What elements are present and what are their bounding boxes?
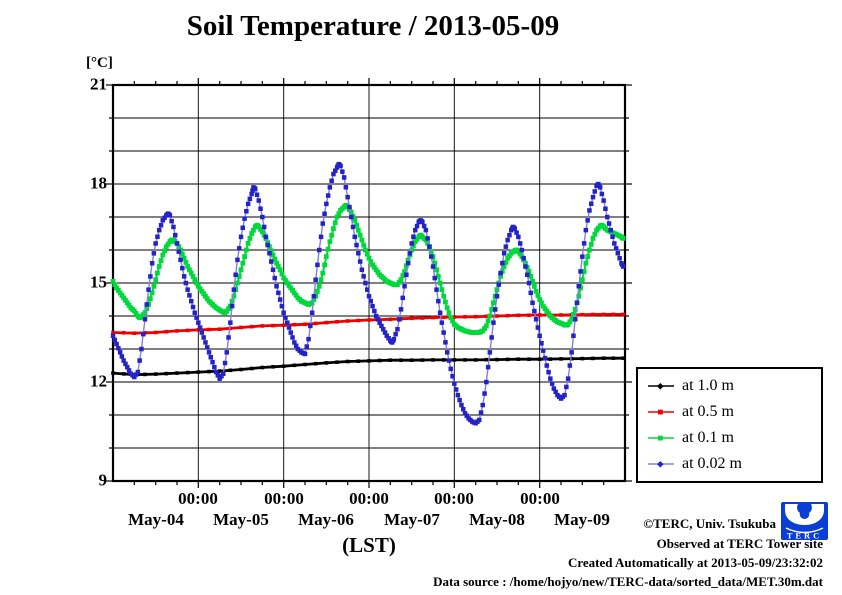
legend-item-1p0m: at 1.0 m bbox=[647, 377, 821, 395]
x-day-may04: May-04 bbox=[128, 510, 184, 529]
y-tick-18: 18 bbox=[90, 173, 107, 193]
chart-title: Soil Temperature / 2013-05-09 bbox=[186, 10, 560, 42]
x-tick-0000-1: 00:00 bbox=[178, 489, 218, 508]
x-day-may07: May-07 bbox=[384, 510, 440, 529]
terc-logo: TERC bbox=[781, 502, 828, 540]
created-line: Created Automatically at 2013-05-09/23:3… bbox=[567, 555, 823, 570]
x-day-may08: May-08 bbox=[469, 510, 525, 529]
x-tick-0000-2: 00:00 bbox=[264, 489, 304, 508]
legend-item-0p02m: at 0.02 m bbox=[647, 455, 821, 473]
y-tick-9: 9 bbox=[98, 470, 108, 490]
x-day-may06: May-06 bbox=[298, 510, 354, 529]
observed-line: Observed at TERC Tower site bbox=[656, 536, 823, 551]
y-axis-unit-label: [°C] bbox=[86, 55, 113, 71]
legend-label-0p5m: at 0.5 m bbox=[682, 403, 734, 420]
x-axis-label: (LST) bbox=[342, 533, 396, 557]
x-tick-0000-4: 00:00 bbox=[434, 489, 474, 508]
y-tick-12: 12 bbox=[90, 371, 107, 391]
credit-line: ©TERC, Univ. Tsukuba bbox=[643, 516, 776, 531]
legend-marker-0p1m-icon bbox=[648, 435, 674, 441]
y-tick-21: 21 bbox=[90, 74, 107, 94]
legend-label-0p02m: at 0.02 m bbox=[682, 455, 742, 472]
legend-marker-0p5m-icon bbox=[648, 409, 674, 415]
legend-label-1p0m: at 1.0 m bbox=[682, 377, 734, 394]
terc-logo-text: TERC bbox=[787, 531, 823, 541]
legend-label-0p1m: at 0.1 m bbox=[682, 429, 734, 446]
legend-item-0p1m: at 0.1 m bbox=[647, 429, 821, 447]
legend-box: at 1.0 m at 0.5 m at 0.1 m at 0.02 m bbox=[636, 367, 823, 483]
y-tick-15: 15 bbox=[90, 272, 107, 292]
data-source-line: Data source : /home/hojyo/new/TERC-data/… bbox=[433, 574, 823, 589]
x-tick-0000-3: 00:00 bbox=[349, 489, 389, 508]
x-tick-0000-5: 00:00 bbox=[520, 489, 560, 508]
legend-marker-1p0m-icon bbox=[648, 383, 674, 390]
x-day-may05: May-05 bbox=[213, 510, 269, 529]
legend-marker-0p02m-icon bbox=[648, 461, 674, 468]
legend-item-0p5m: at 0.5 m bbox=[647, 403, 821, 421]
x-day-may09: May-09 bbox=[554, 510, 610, 529]
